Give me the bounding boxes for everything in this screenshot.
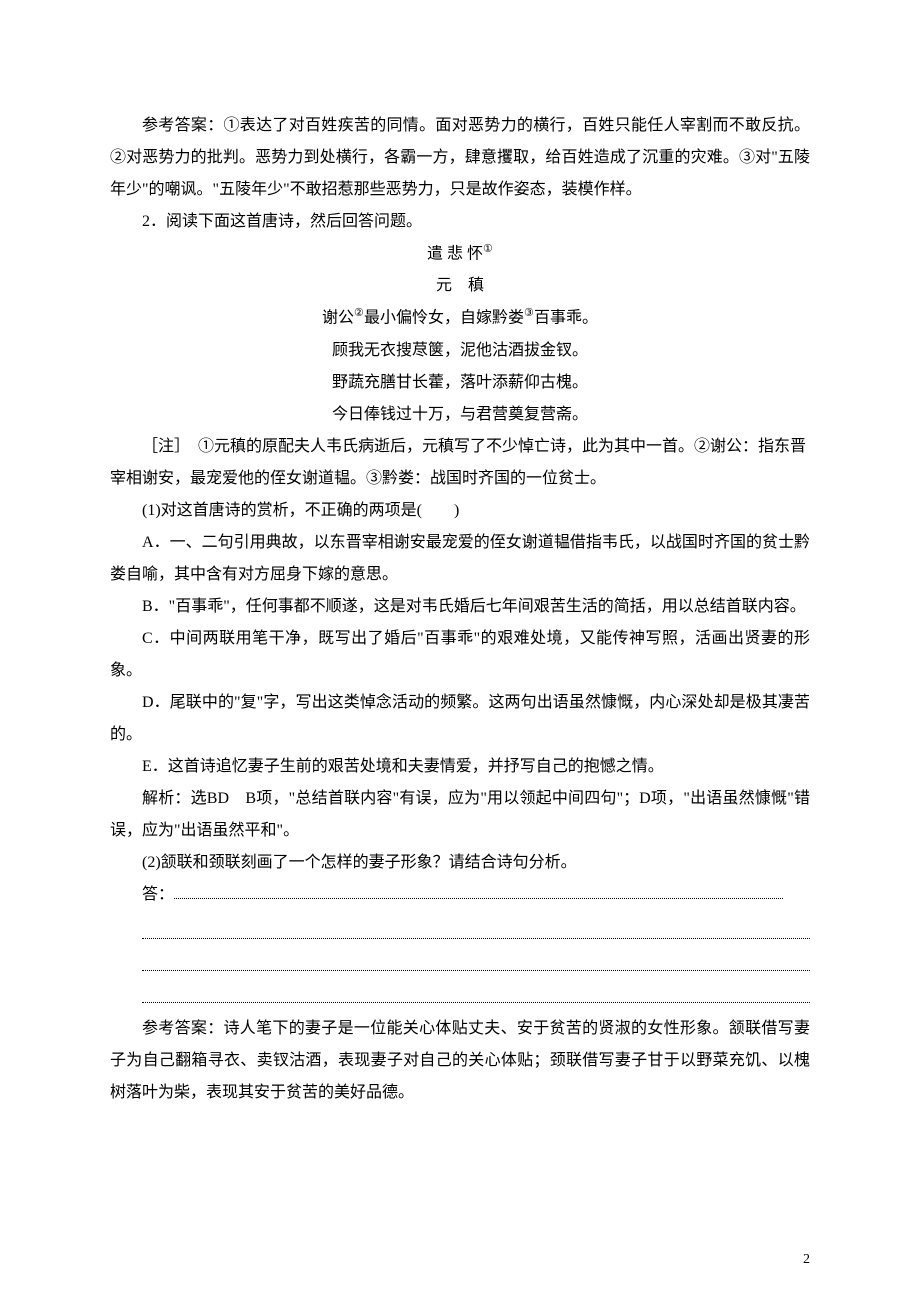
option-d: D．尾联中的"复"字，写出这类悼念活动的频繁。这两句出语虽然慷慨，内心深处却是极…	[110, 687, 810, 751]
poem-title-sup: ①	[483, 243, 493, 255]
poem-line-3: 野蔬充膳甘长藿，落叶添薪仰古槐。	[110, 367, 810, 399]
answer-prompt-line: 答：	[110, 879, 810, 911]
option-a: A．一、二句引用典故，以东晋宰相谢安最宠爱的侄女谢道韫借指韦氏，以战国时齐国的贫…	[110, 527, 810, 591]
poem-line-4: 今日俸钱过十万，与君营奠复营斋。	[110, 399, 810, 431]
poem-l1-b: 最小偏怜女，自嫁黔娄	[364, 310, 524, 327]
question-2-intro: 2．阅读下面这首唐诗，然后回答问题。	[110, 206, 810, 238]
poem-title-text: 遣 悲 怀	[427, 245, 483, 262]
answer-blank-1	[142, 917, 810, 939]
poem-title: 遣 悲 怀①	[110, 238, 810, 270]
poem-line-1: 谢公②最小偏怜女，自嫁黔娄③百事乖。	[110, 302, 810, 334]
page-number: 2	[803, 1246, 810, 1274]
answer-1-text: 参考答案：①表达了对百姓疾苦的同情。面对恶势力的横行，百姓只能任人宰割而不敢反抗…	[110, 110, 810, 206]
answer-blank-3	[142, 981, 810, 1003]
option-e: E．这首诗追忆妻子生前的艰苦处境和夫妻情爱，并抒写自己的抱憾之情。	[110, 751, 810, 783]
poem-l1-sup: ②	[354, 307, 364, 319]
poem-l1-c: 百事乖。	[534, 310, 598, 327]
question-2-1: (1)对这首唐诗的赏析，不正确的两项是( )	[110, 495, 810, 527]
question-2-2: (2)颔联和颈联刻画了一个怎样的妻子形象？请结合诗句分析。	[110, 847, 810, 879]
option-b: B．"百事乖"，任何事都不顺遂，这是对韦氏婚后七年间艰苦生活的简括，用以总结首联…	[110, 591, 810, 623]
poem-line-2: 顾我无衣搜荩箧，泥他沽酒拔金钗。	[110, 335, 810, 367]
question-2-1-answer: 解析：选BD B项，"总结首联内容"有误，应为"用以领起中间四句"；D项，"出语…	[110, 783, 810, 847]
answer-blank-inline	[174, 883, 783, 899]
option-c: C．中间两联用笔干净，既写出了婚后"百事乖"的艰难处境，又能传神写照，活画出贤妻…	[110, 623, 810, 687]
answer-2-text: 参考答案：诗人笔下的妻子是一位能关心体贴丈夫、安于贫苦的贤淑的女性形象。颔联借写…	[110, 1013, 810, 1109]
poem-author: 元 稹	[110, 270, 810, 302]
answer-blank-2	[142, 949, 810, 971]
poem-l1-sup2: ③	[524, 307, 534, 319]
answer-label: 答：	[142, 886, 174, 903]
poem-l1-a: 谢公	[322, 310, 354, 327]
annotation-note: ［注］ ①元稹的原配夫人韦氏病逝后，元稹写了不少悼亡诗，此为其中一首。②谢公：指…	[110, 431, 810, 495]
